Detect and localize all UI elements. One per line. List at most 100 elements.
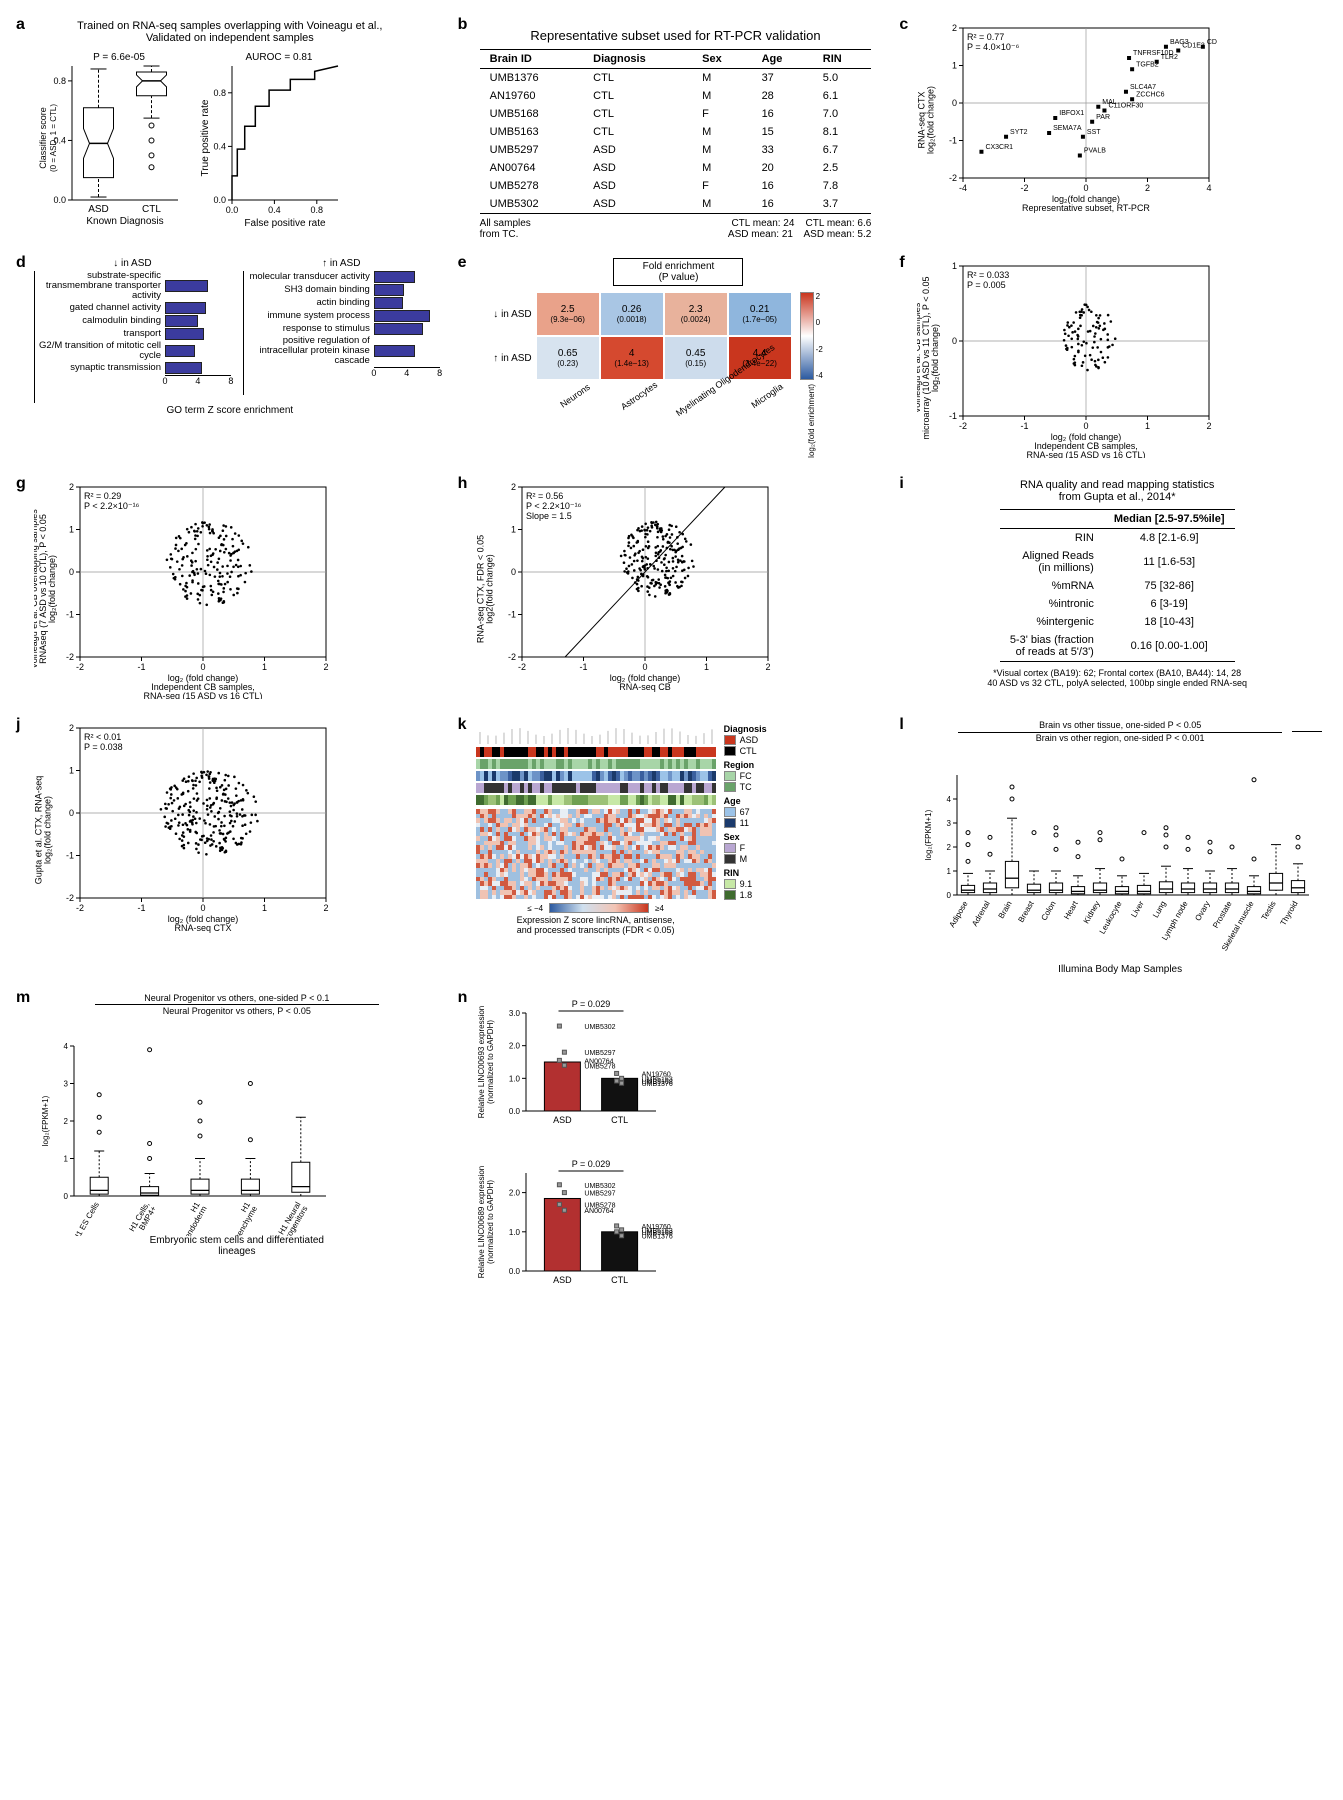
svg-text:CD44: CD44 — [1207, 39, 1217, 46]
go-term-bar: molecular transducer activity — [244, 271, 440, 283]
table-row: %intronic6 [3-19] — [1000, 595, 1235, 613]
panel-label: j — [16, 716, 20, 734]
svg-text:-1: -1 — [137, 662, 145, 672]
svg-text:1: 1 — [262, 662, 267, 672]
heatmap-cell: 2.5(9.3e−06) — [536, 292, 600, 336]
svg-text:-2: -2 — [66, 893, 74, 903]
svg-text:0: 0 — [642, 662, 647, 672]
panel-c: c-4-2024-2-1012CX3CR1SYT2SEMA7AIBFOX1PVA… — [903, 20, 1323, 240]
svg-text:Colon: Colon — [1040, 900, 1058, 923]
go-term-bar: transport — [35, 328, 231, 340]
svg-text:PAR: PAR — [1096, 114, 1110, 121]
scatter: -2-1012-101R² = 0.033P = 0.005Voineagu e… — [917, 258, 1217, 458]
svg-text:1: 1 — [952, 261, 957, 271]
svg-text:H1Mesenchyme: H1Mesenchyme — [221, 1200, 260, 1236]
svg-text:CTL: CTL — [611, 1275, 628, 1285]
boxplot-classifier: P = 6.6e-050.00.40.8ASDCTLClassifier sco… — [34, 48, 184, 228]
panel-g: g-2-1012-2-1012R² = 0.29P < 2.2×10⁻¹⁶Voi… — [20, 479, 440, 702]
svg-text:4: 4 — [947, 795, 952, 804]
svg-text:SYT2: SYT2 — [1010, 129, 1028, 136]
panel-i: iRNA quality and read mapping statistics… — [903, 479, 1323, 702]
svg-text:(0 = ASD, 1 = CTL): (0 = ASD, 1 = CTL) — [49, 104, 58, 172]
barplot: 0.01.02.0P = 0.029ASDUMB5302UMB5297UMB52… — [476, 1153, 736, 1293]
svg-text:ASD: ASD — [88, 204, 109, 215]
heatmap-cell: 0.65(0.23) — [536, 336, 600, 380]
svg-text:H1 Cells,BMP4+: H1 Cells,BMP4+ — [127, 1200, 158, 1236]
panel-label: m — [16, 989, 30, 1007]
svg-text:R² = 0.56P < 2.2×10⁻¹⁶Slope =: R² = 0.56P < 2.2×10⁻¹⁶Slope = 1.5 — [526, 491, 582, 521]
svg-text:SEMA7A: SEMA7A — [1053, 125, 1082, 132]
svg-text:2: 2 — [765, 662, 770, 672]
svg-text:UMB1376: UMB1376 — [641, 1081, 672, 1088]
panel-k: k≤ −4≥4Expression Z score lincRNA, antis… — [462, 720, 882, 975]
go-term-bar: calmodulin binding — [35, 315, 231, 327]
svg-text:0: 0 — [952, 98, 957, 108]
rtpcr-table: Brain IDDiagnosisSexAgeRINUMB1376CTLM375… — [480, 49, 872, 214]
svg-text:0.0: 0.0 — [213, 195, 226, 205]
panel-label: h — [458, 475, 468, 493]
svg-text:0.8: 0.8 — [311, 205, 324, 215]
table-row: Aligned Reads (in millions)11 [1.6-53] — [1000, 547, 1235, 577]
svg-text:-1: -1 — [949, 136, 957, 146]
svg-text:Leukocyte: Leukocyte — [1098, 899, 1124, 936]
svg-text:0: 0 — [69, 808, 74, 818]
svg-text:1: 1 — [704, 662, 709, 672]
svg-text:-1: -1 — [66, 610, 74, 620]
svg-text:UMB5297: UMB5297 — [584, 1050, 615, 1057]
svg-text:2: 2 — [64, 1117, 69, 1126]
svg-text:R² = 0.29P < 2.2×10⁻¹⁶: R² = 0.29P < 2.2×10⁻¹⁶ — [84, 491, 140, 511]
svg-text:0: 0 — [952, 336, 957, 346]
svg-text:Known Diagnosis: Known Diagnosis — [86, 216, 163, 227]
svg-text:UMB5278: UMB5278 — [584, 1063, 615, 1070]
svg-text:log₂(FPKM+1): log₂(FPKM+1) — [924, 809, 933, 860]
svg-text:1: 1 — [952, 61, 957, 71]
svg-text:1.0: 1.0 — [509, 1228, 521, 1237]
panel-a-title: Trained on RNA-seq samples overlapping w… — [20, 20, 440, 44]
svg-text:SST: SST — [1087, 129, 1101, 136]
svg-text:H1 NeuralProgenitors: H1 NeuralProgenitors — [274, 1200, 309, 1236]
svg-text:0.0: 0.0 — [509, 1107, 521, 1116]
table-row: %mRNA75 [32-86] — [1000, 577, 1235, 595]
go-term-bar: immune system process — [244, 310, 440, 322]
svg-text:CX3CR1: CX3CR1 — [986, 144, 1014, 151]
panel-label: g — [16, 475, 26, 493]
barplot: 0.01.02.03.0P = 0.029ASDUMB5302UMB5297AN… — [476, 993, 736, 1133]
svg-text:0.0: 0.0 — [53, 195, 66, 205]
svg-text:3.0: 3.0 — [509, 1009, 521, 1018]
svg-text:Relative LINC00693 expression(: Relative LINC00693 expression(normalized… — [477, 1006, 495, 1119]
table-row: 5-3' bias (fraction of reads at 5'/3')0.… — [1000, 631, 1235, 662]
svg-text:2: 2 — [947, 843, 952, 852]
svg-text:P = 6.6e-05: P = 6.6e-05 — [93, 52, 145, 63]
svg-text:Lung: Lung — [1151, 900, 1168, 920]
svg-text:log₂(fold change)Representativ: log₂(fold change)Representative subset, … — [1022, 194, 1150, 213]
svg-text:3: 3 — [64, 1080, 69, 1089]
svg-text:0.4: 0.4 — [268, 205, 281, 215]
svg-text:AN00764: AN00764 — [584, 1208, 613, 1215]
svg-text:SLC4A7: SLC4A7 — [1130, 84, 1156, 91]
svg-text:PVALB: PVALB — [1084, 148, 1106, 155]
multibox: 01234AdiposeAdrenalBrainBreastColonHeart… — [917, 745, 1317, 965]
table-row: UMB1376CTLM375.0 — [480, 69, 872, 88]
svg-text:0.8: 0.8 — [213, 88, 226, 98]
svg-text:Voineagu et al. CB overlapping: Voineagu et al. CB overlapping samplesRN… — [34, 509, 57, 669]
col-header: RIN — [813, 50, 872, 69]
go-term-bar: actin binding — [244, 297, 440, 309]
svg-text:3: 3 — [947, 819, 952, 828]
go-term-bar: SH3 domain binding — [244, 284, 440, 296]
table-row: UMB5163CTLM158.1 — [480, 123, 872, 141]
heatmap-cell: 4(1.4e−13) — [600, 336, 664, 380]
svg-text:1: 1 — [262, 903, 267, 913]
svg-text:R² = 0.033P = 0.005: R² = 0.033P = 0.005 — [967, 270, 1009, 290]
svg-text:-1: -1 — [66, 851, 74, 861]
svg-text:Liver: Liver — [1130, 899, 1147, 919]
svg-text:RNA-seq CTXlog₂(fold change): RNA-seq CTXlog₂(fold change) — [917, 86, 936, 154]
svg-text:0: 0 — [200, 903, 205, 913]
panel-label: d — [16, 254, 26, 272]
svg-text:Breast: Breast — [1017, 899, 1037, 924]
svg-text:-2: -2 — [508, 652, 516, 662]
panel-label: l — [899, 716, 903, 734]
svg-text:log₂(FPKM+1): log₂(FPKM+1) — [41, 1095, 50, 1146]
svg-text:-4: -4 — [959, 183, 967, 193]
svg-text:Relative LINC00689 expression(: Relative LINC00689 expression(normalized… — [477, 1166, 495, 1279]
svg-text:2: 2 — [1145, 183, 1150, 193]
